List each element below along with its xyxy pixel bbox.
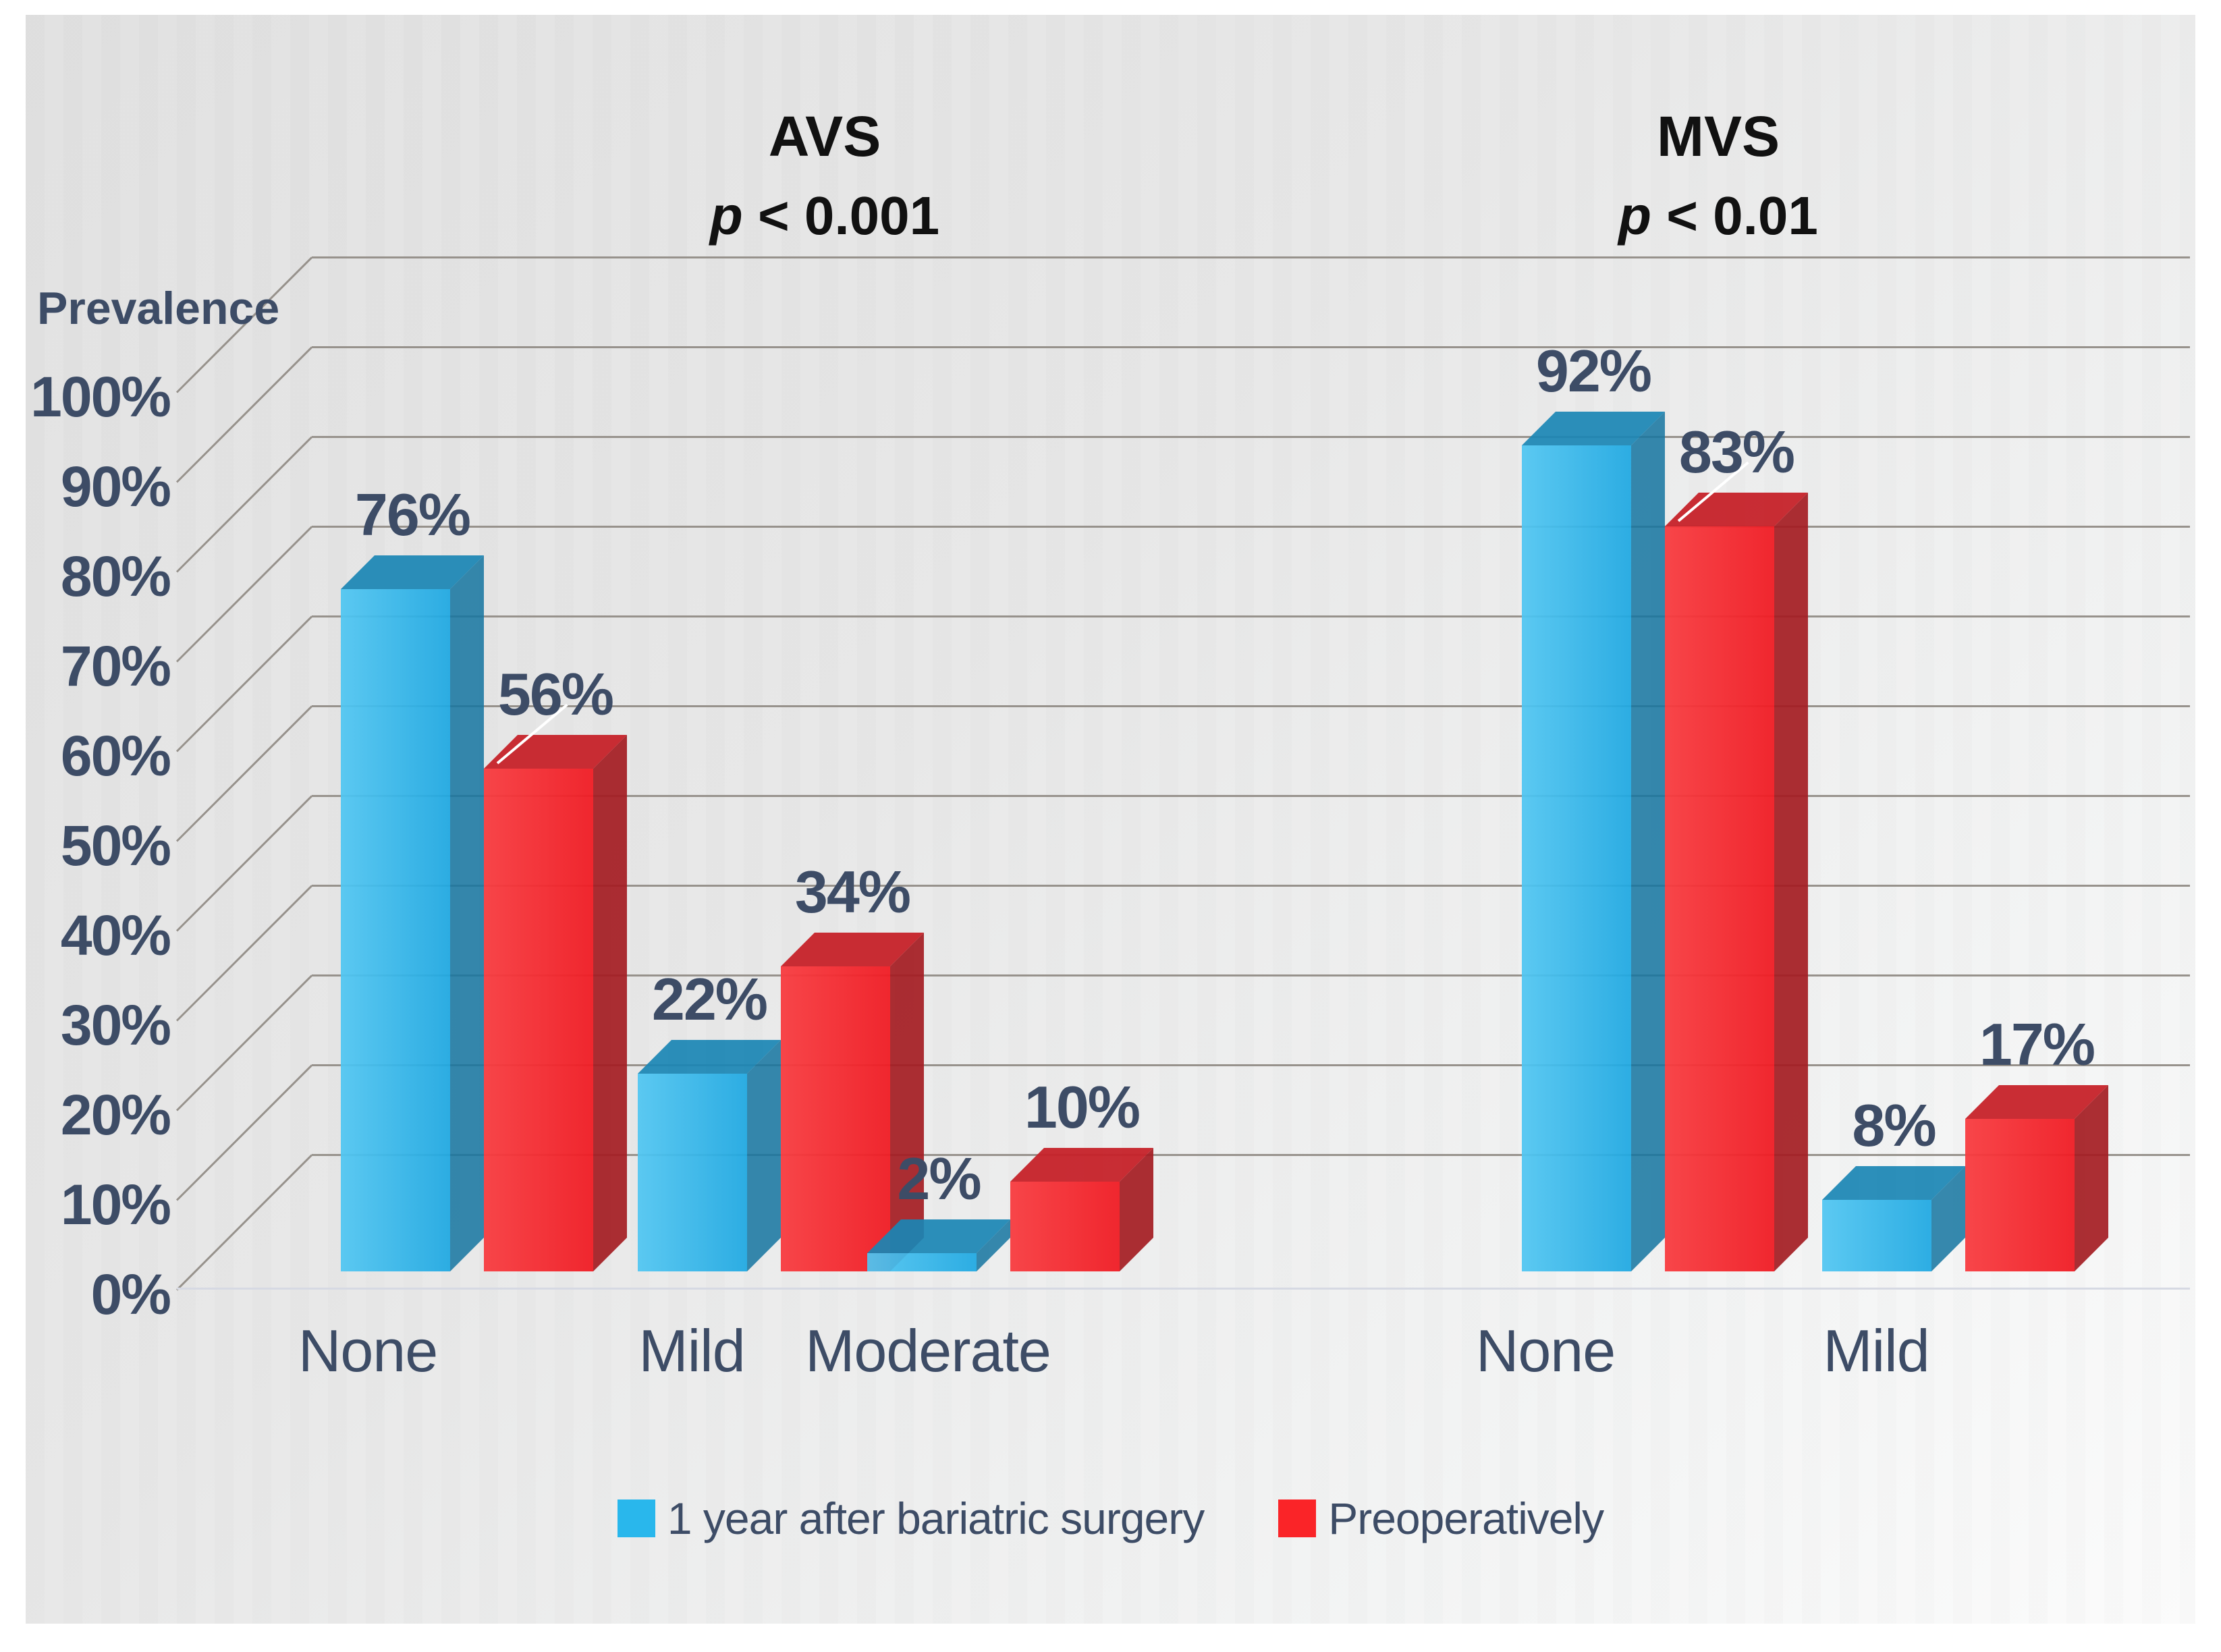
x-axis-floor-line [177,1288,2190,1290]
gridline [312,615,2190,617]
gridline [312,974,2190,976]
bar-front-face [1522,445,1631,1271]
gridline [312,436,2190,438]
bar-front-face [867,1253,977,1271]
y-tick-label: 30% [60,993,171,1057]
y-tick-label: 40% [60,904,171,967]
bar-front-face [1665,526,1774,1271]
bar-front-face [341,589,450,1271]
bar-front-face [484,769,593,1271]
avs-title: AVS [768,105,881,168]
y-tick-label: 70% [60,634,171,698]
y-tick-label: 0% [90,1263,171,1326]
bar-value-label: 2% [897,1145,981,1213]
x-category-label: Mild [638,1317,745,1384]
y-tick-label: 20% [60,1083,171,1147]
x-category-label: Mild [1823,1317,1929,1384]
gridline [312,346,2190,348]
bar-side-face [747,1040,781,1271]
gridline [312,795,2190,797]
bar-value-label: 34% [794,858,911,925]
avs-title-block: AVS p < 0.001 [588,96,1061,254]
x-category-label: Moderate [805,1317,1051,1384]
y-tick-label: 80% [60,545,171,608]
legend-swatch-blue [617,1499,655,1537]
mvs-title-block: MVS p < 0.01 [1482,96,1954,254]
mvs-pvalue-rest: < 0.01 [1651,186,1818,246]
bar-value-label: 10% [1024,1074,1141,1140]
bar-value-label: 76% [354,481,471,549]
gridline [312,526,2190,528]
bar-value-label: 17% [1979,1010,2095,1078]
x-category-label: None [298,1317,438,1384]
gridline [312,1064,2190,1066]
bar-value-label: 22% [651,966,768,1033]
y-tick-label: 100% [30,365,171,429]
gridline [312,885,2190,887]
bar-value-label: 83% [1678,418,1795,486]
bar-value-label: 8% [1852,1091,1936,1159]
gridline [312,705,2190,707]
bar-side-face [1631,412,1665,1271]
y-tick-label: 60% [60,724,171,788]
y-tick-label: 50% [60,814,171,877]
legend-swatch-red [1278,1499,1317,1537]
bar-value-label: 56% [497,661,614,728]
y-axis-title: Prevalence [37,283,280,334]
mvs-pvalue: p < 0.01 [1482,177,1954,254]
bar-value-label: 92% [1535,337,1652,405]
mvs-title: MVS [1656,105,1780,168]
legend-item-postop: 1 year after bariatric surgery [617,1493,1205,1544]
avs-pvalue-rest: < 0.001 [742,186,940,246]
bar-front-face [638,1074,747,1271]
y-tick-label: 90% [60,455,171,518]
bar-front-face [1010,1182,1120,1271]
legend-label-preop: Preoperatively [1328,1493,1604,1543]
avs-pvalue: p < 0.001 [588,177,1061,254]
bar-front-face [781,966,890,1271]
avs-pvalue-p: p [709,186,743,246]
bar-front-face [1822,1199,1931,1271]
bar-front-face [1965,1118,2075,1271]
legend: 1 year after bariatric surgery Preoperat… [0,1493,2221,1544]
x-category-label: None [1475,1317,1616,1384]
gridline [312,1154,2190,1156]
legend-label-postop: 1 year after bariatric surgery [667,1493,1205,1543]
mvs-pvalue-p: p [1618,186,1651,246]
legend-item-preop: Preoperatively [1278,1493,1604,1544]
gridline [312,256,2190,258]
y-tick-label: 10% [60,1173,171,1236]
